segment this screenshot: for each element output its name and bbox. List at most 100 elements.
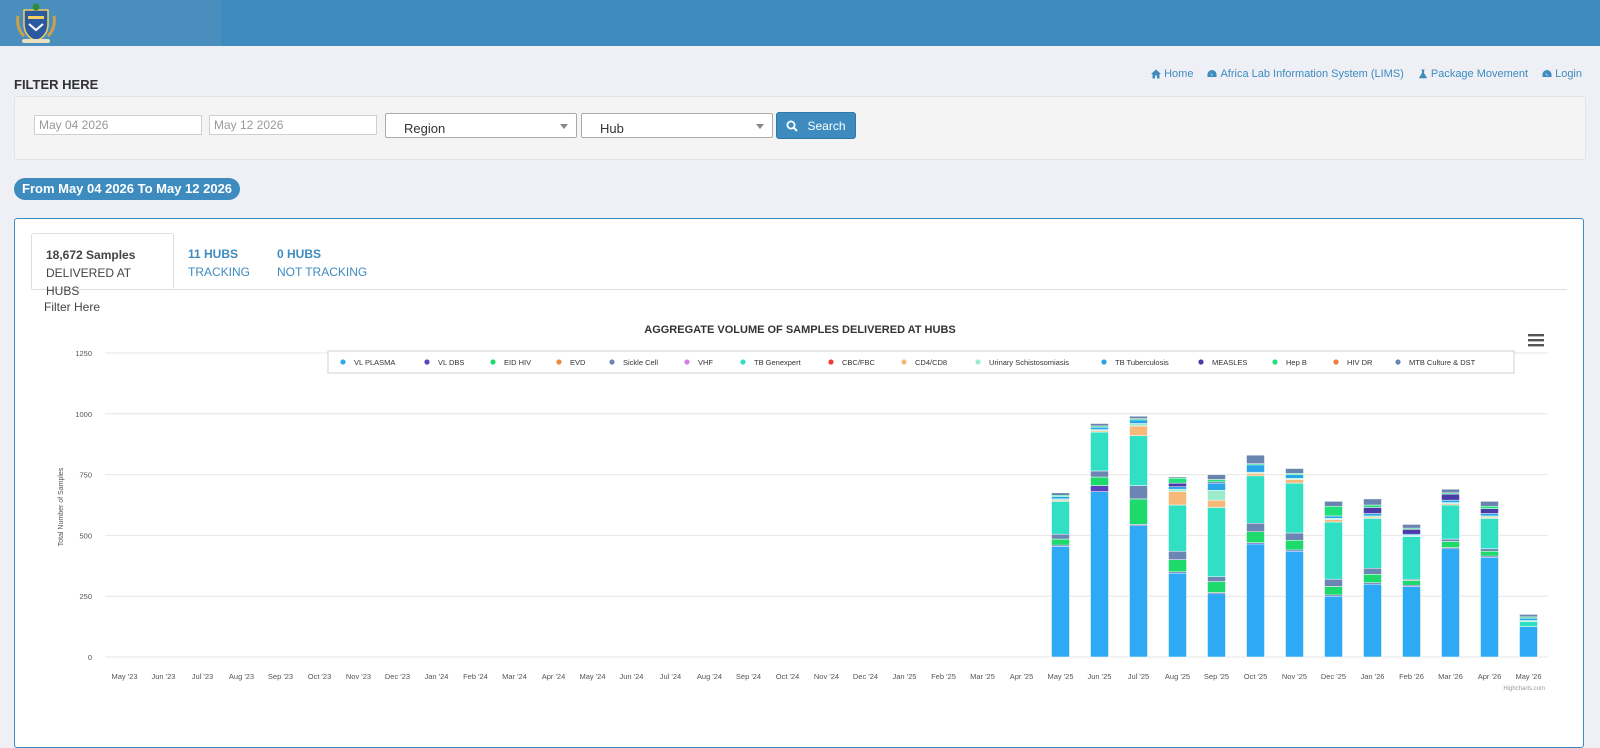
bar-segment[interactable]: [1363, 567, 1382, 575]
bar-segment[interactable]: [1246, 531, 1265, 543]
legend-item-label[interactable]: TB Tuberculosis: [1115, 358, 1169, 367]
bar-segment[interactable]: [1480, 508, 1499, 514]
bar-segment[interactable]: [1246, 522, 1265, 533]
bar-segment[interactable]: [1480, 518, 1499, 550]
bar-segment[interactable]: [1363, 513, 1382, 517]
bar-segment[interactable]: [1168, 486, 1187, 490]
bar-segment[interactable]: [1168, 482, 1187, 488]
bar-segment[interactable]: [1285, 474, 1304, 479]
legend-item-label[interactable]: VL DBS: [438, 358, 464, 367]
bar-segment[interactable]: [1246, 454, 1265, 464]
nav-login-link[interactable]: Login: [1542, 68, 1582, 80]
bar-segment[interactable]: [1402, 580, 1421, 586]
brand-area[interactable]: [0, 0, 221, 46]
bar-segment[interactable]: [1051, 533, 1070, 540]
bar-segment[interactable]: [1480, 557, 1499, 658]
legend-item-label[interactable]: HIV DR: [1347, 358, 1373, 367]
legend-item-label[interactable]: CD4/CD8: [915, 358, 947, 367]
bar-segment[interactable]: [1363, 583, 1382, 658]
bar-segment[interactable]: [1051, 538, 1070, 546]
bar-segment[interactable]: [1168, 550, 1187, 560]
bar-segment[interactable]: [1441, 499, 1460, 503]
bar-segment[interactable]: [1324, 505, 1343, 517]
bar-segment[interactable]: [1051, 501, 1070, 535]
legend-item-label[interactable]: MEASLES: [1212, 358, 1247, 367]
bar-segment[interactable]: [1363, 574, 1382, 584]
bar-segment[interactable]: [1324, 578, 1343, 587]
bar-segment[interactable]: [1090, 431, 1109, 472]
bar-segment[interactable]: [1207, 490, 1226, 501]
bar-segment[interactable]: [1246, 475, 1265, 524]
bar-segment[interactable]: [1402, 524, 1421, 529]
bar-segment[interactable]: [1090, 426, 1109, 430]
bar-segment[interactable]: [1285, 550, 1304, 658]
bar-segment[interactable]: [1246, 464, 1265, 473]
legend-item-label[interactable]: CBC/FBC: [842, 358, 876, 367]
bar-segment[interactable]: [1285, 540, 1304, 551]
nav-package-link[interactable]: Package Movement: [1418, 68, 1528, 80]
bar-segment[interactable]: [1207, 482, 1226, 491]
nav-home-link[interactable]: Home: [1151, 68, 1193, 80]
bar-segment[interactable]: [1207, 593, 1226, 658]
search-button[interactable]: Search: [776, 112, 856, 139]
legend-item-label[interactable]: EVD: [570, 358, 586, 367]
bar-segment[interactable]: [1207, 479, 1226, 483]
bar-segment[interactable]: [1441, 541, 1460, 548]
bar-segment[interactable]: [1051, 492, 1070, 496]
bar-segment[interactable]: [1207, 499, 1226, 508]
chart-credit[interactable]: Highcharts.com: [1503, 686, 1545, 692]
bar-segment[interactable]: [1129, 525, 1148, 658]
legend-item-label[interactable]: Hep B: [1286, 358, 1307, 367]
bar-segment[interactable]: [1480, 548, 1499, 552]
bar-segment[interactable]: [1363, 518, 1382, 569]
bar-segment[interactable]: [1441, 504, 1460, 540]
bar-segment[interactable]: [1285, 468, 1304, 474]
region-select[interactable]: Region: [385, 113, 577, 138]
bar-segment[interactable]: [1090, 423, 1109, 427]
bar-segment[interactable]: [1051, 546, 1070, 658]
bar-segment[interactable]: [1285, 479, 1304, 484]
bar-segment[interactable]: [1207, 474, 1226, 480]
bar-segment[interactable]: [1441, 493, 1460, 501]
tab-samples-delivered[interactable]: 18,672 Samples DELIVERED AT HUBS: [31, 233, 174, 298]
bar-segment[interactable]: [1519, 621, 1538, 627]
bar-segment[interactable]: [1168, 476, 1187, 479]
bar-segment[interactable]: [1246, 473, 1265, 477]
bar-segment[interactable]: [1441, 548, 1460, 658]
bar-segment[interactable]: [1441, 488, 1460, 494]
bar-segment[interactable]: [1519, 617, 1538, 621]
chart-menu-icon[interactable]: [1528, 334, 1544, 347]
bar-segment[interactable]: [1090, 476, 1109, 486]
nav-lims-link[interactable]: Africa Lab Information System (LIMS): [1207, 68, 1404, 80]
bar-segment[interactable]: [1402, 536, 1421, 580]
bar-segment[interactable]: [1168, 477, 1187, 484]
bar-segment[interactable]: [1129, 485, 1148, 500]
bar-segment[interactable]: [1402, 586, 1421, 658]
legend-item-label[interactable]: MTB Culture & DST: [1409, 358, 1476, 367]
bar-segment[interactable]: [1441, 538, 1460, 542]
bar-segment[interactable]: [1324, 515, 1343, 519]
bar-segment[interactable]: [1090, 470, 1109, 478]
bar-segment[interactable]: [1363, 507, 1382, 514]
bar-segment[interactable]: [1168, 504, 1187, 552]
legend-item-label[interactable]: VL PLASMA: [354, 358, 395, 367]
bar-segment[interactable]: [1129, 419, 1148, 424]
bar-segment[interactable]: [1519, 626, 1538, 658]
bar-segment[interactable]: [1285, 532, 1304, 541]
bar-segment[interactable]: [1207, 576, 1226, 582]
end-date-input[interactable]: [209, 115, 377, 135]
bar-segment[interactable]: [1519, 614, 1538, 618]
legend-item-label[interactable]: VHF: [698, 358, 713, 367]
bar-segment[interactable]: [1129, 425, 1148, 436]
bar-segment[interactable]: [1480, 550, 1499, 557]
bar-segment[interactable]: [1324, 595, 1343, 658]
bar-segment[interactable]: [1480, 513, 1499, 517]
bar-segment[interactable]: [1129, 435, 1148, 486]
bar-segment[interactable]: [1363, 498, 1382, 506]
tab-hubs-not-tracking[interactable]: 0 HUBS NOT TRACKING: [263, 233, 381, 289]
coat-of-arms-logo[interactable]: [14, 2, 58, 44]
legend-item-label[interactable]: EID HIV: [504, 358, 531, 367]
bar-segment[interactable]: [1324, 586, 1343, 596]
legend-item-label[interactable]: Sickle Cell: [623, 358, 658, 367]
bar-segment[interactable]: [1324, 519, 1343, 523]
